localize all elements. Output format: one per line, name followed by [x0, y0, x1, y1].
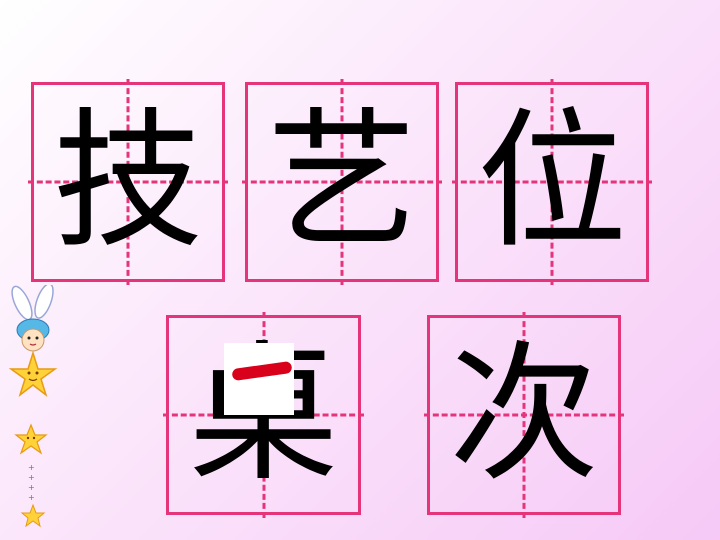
- bunny-with-stars-icon: + + + +: [0, 283, 70, 535]
- char-cell-5: 次: [424, 312, 624, 518]
- char-cell-3: 位: [452, 79, 652, 285]
- bunny-stars-svg: + + + +: [8, 283, 58, 528]
- character-1: 技: [52, 95, 203, 269]
- svg-text:+: +: [28, 463, 35, 472]
- char-cell-1: 技: [28, 79, 228, 285]
- character-5: 次: [448, 328, 599, 502]
- svg-text:+: +: [28, 473, 35, 482]
- red-stroke-highlight: [231, 360, 293, 382]
- char-cell-4: 桌: [163, 312, 364, 518]
- highlight-patch: [224, 343, 294, 415]
- svg-text:+: +: [28, 493, 35, 502]
- character-3: 位: [476, 95, 627, 269]
- char-cell-2: 艺: [242, 79, 442, 285]
- svg-text:+: +: [28, 483, 35, 492]
- character-2: 艺: [266, 95, 417, 269]
